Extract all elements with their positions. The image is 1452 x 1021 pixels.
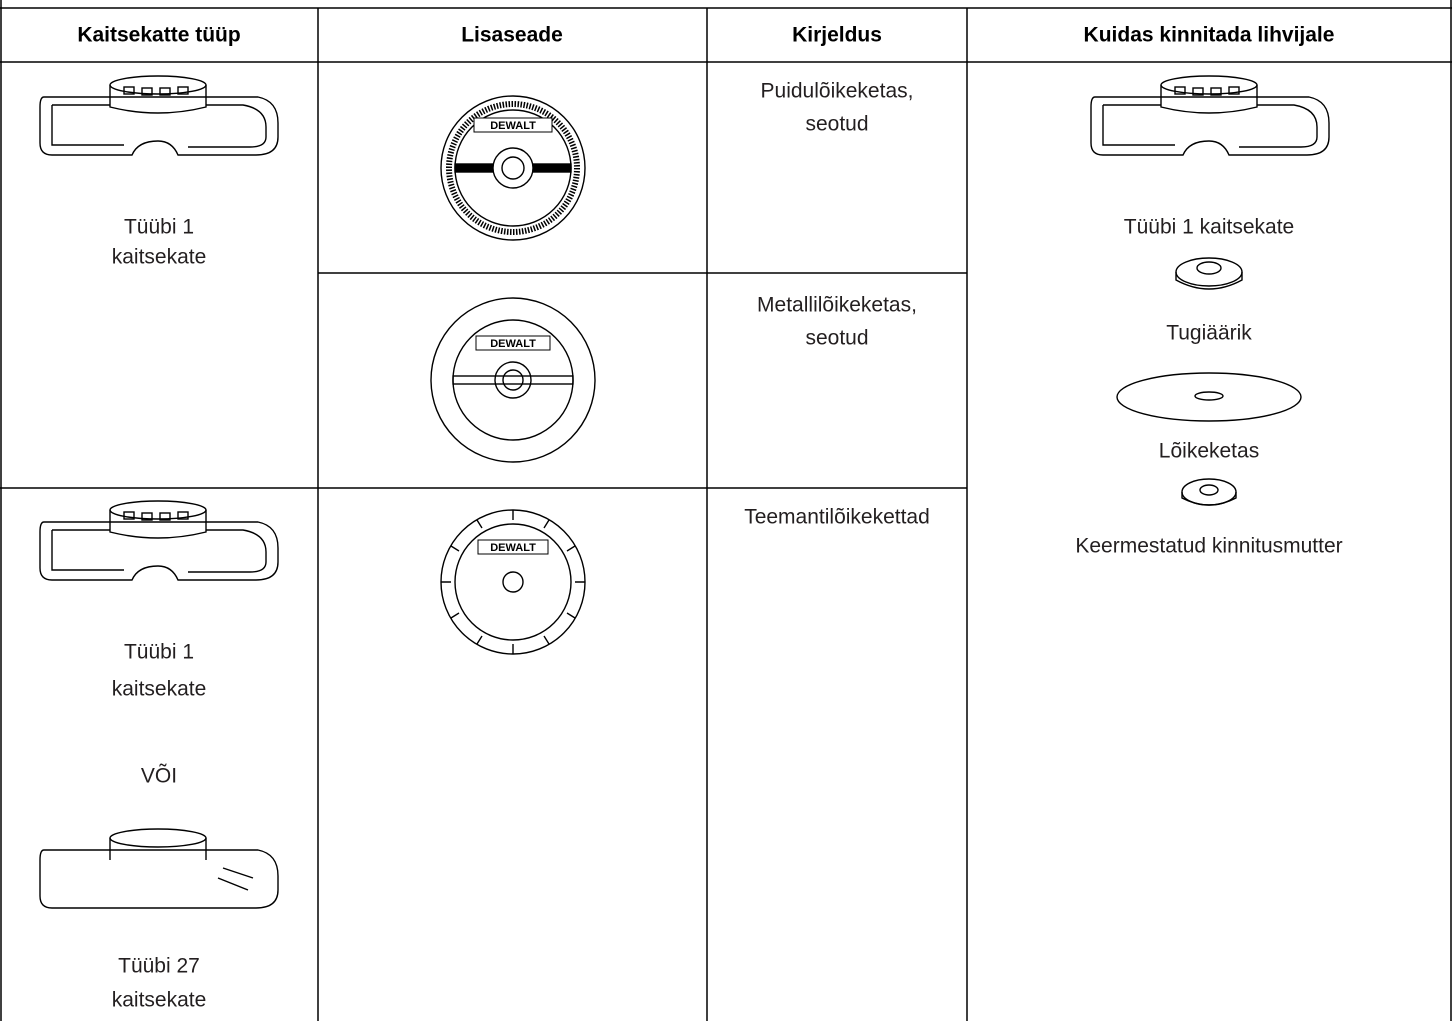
guard-label: Tüübi 1 — [124, 216, 194, 239]
brand-logo: DEWALT — [490, 542, 536, 554]
illustrations — [39, 75, 1330, 909]
description: seotud — [805, 327, 868, 350]
mounting-label: Lõikeketas — [1159, 440, 1259, 463]
guard-label: kaitsekate — [112, 246, 207, 269]
header-cell: Kirjeldus — [792, 24, 882, 47]
mounting-label: Keermestatud kinnitusmutter — [1075, 535, 1342, 558]
description: Metallilõikeketas, — [757, 294, 917, 317]
header-cell: Kaitsekatte tüüp — [77, 24, 240, 47]
description: seotud — [805, 113, 868, 136]
or-label: VÕI — [141, 764, 177, 788]
guard-label: kaitsekate — [112, 989, 207, 1012]
guard-label: kaitsekate — [112, 678, 207, 701]
mounting-label: Tugiäärik — [1166, 322, 1252, 345]
description: Teemantilõikekettad — [744, 506, 930, 529]
brand-logo: DEWALT — [490, 338, 536, 350]
brand-logo: DEWALT — [490, 120, 536, 132]
header-cell: Kuidas kinnitada lihvijale — [1084, 24, 1335, 47]
description: Puidulõikeketas, — [761, 80, 914, 103]
guard-label: Tüübi 1 — [124, 641, 194, 664]
mounting-label: Tüübi 1 kaitsekate — [1124, 216, 1294, 239]
guard-label: Tüübi 27 — [118, 955, 200, 978]
header-cell: Lisaseade — [461, 24, 563, 47]
